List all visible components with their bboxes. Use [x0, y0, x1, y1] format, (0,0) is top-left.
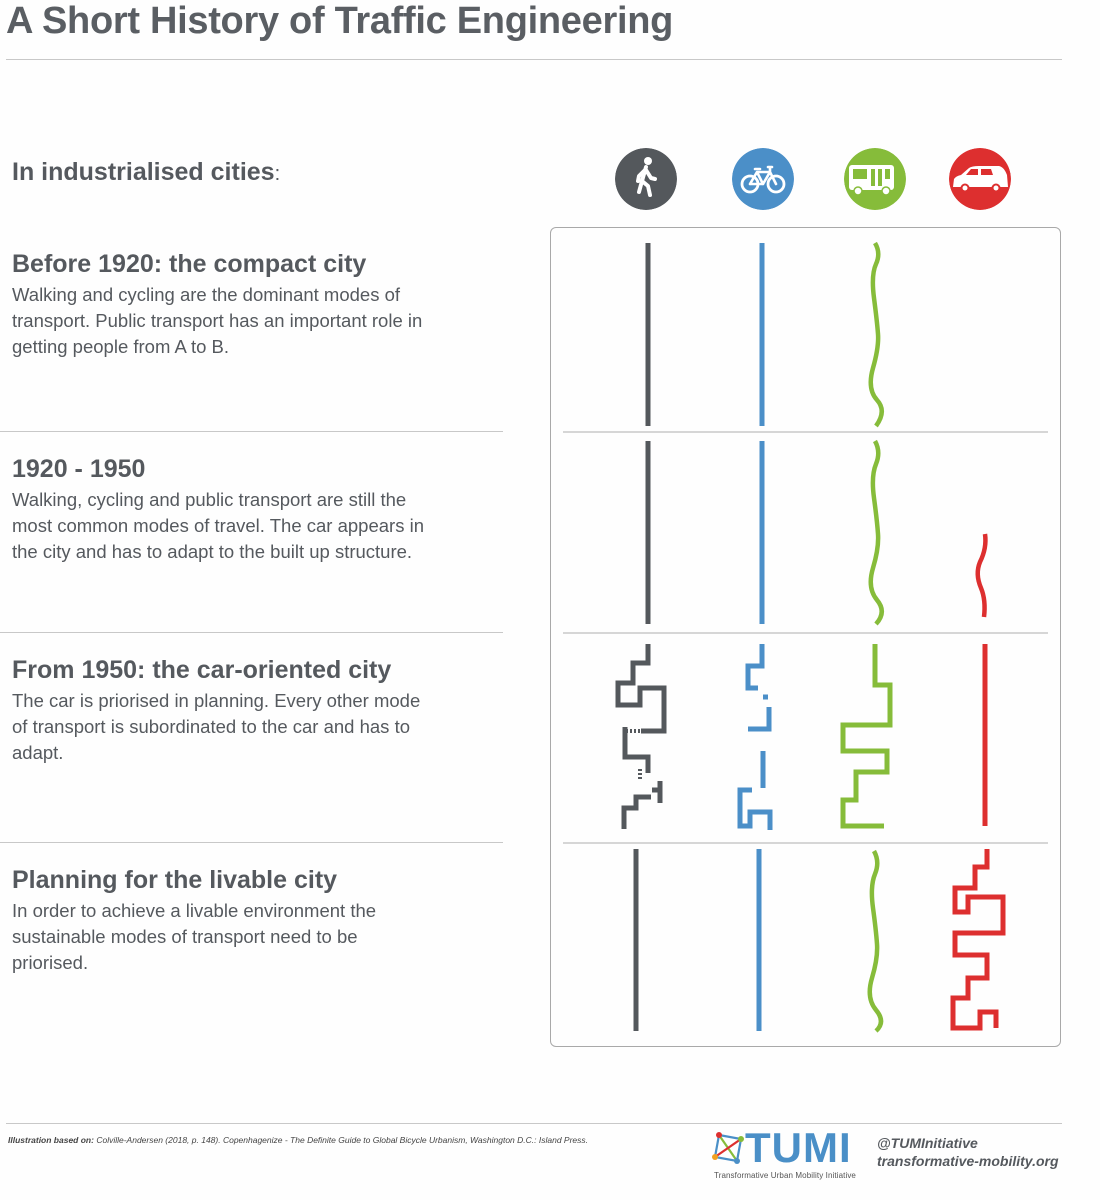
section-text: Walking and cycling are the dominant mod…	[12, 284, 423, 357]
subheading-text: In industrialised cities	[12, 158, 275, 186]
tumi-wordmark: TUMI	[745, 1124, 852, 1171]
cycling-path	[737, 644, 773, 830]
section-text: The car is priorised in planning. Every …	[12, 690, 421, 763]
section-from-1950: From 1950: the car-oriented city The car…	[12, 654, 452, 765]
subheading-colon: :	[274, 163, 281, 185]
diagram-panel	[550, 227, 1061, 1047]
car-path	[975, 533, 988, 618]
tumi-network-icon	[712, 1132, 744, 1164]
car-path	[950, 849, 1006, 1031]
source-citation: Illustration based on: Colville-Andersen…	[8, 1135, 588, 1145]
website-link[interactable]: transformative-mobility.org	[877, 1153, 1059, 1169]
subheading: In industrialised cities:	[12, 158, 280, 187]
footer-divider	[6, 1123, 1062, 1124]
section-heading: 1920 - 1950	[12, 455, 146, 483]
transit-path	[868, 439, 884, 626]
section-before-1920: Before 1920: the compact city Walking an…	[12, 248, 452, 359]
title-divider	[6, 59, 1062, 60]
walking-path	[615, 644, 667, 829]
contact-block: @TUMInitiative transformative-mobility.o…	[877, 1134, 1059, 1170]
social-handle-link[interactable]: @TUMInitiative	[877, 1135, 978, 1151]
section-text: In order to achieve a livable environmen…	[12, 900, 377, 973]
page-title: A Short History of Traffic Engineering	[6, 0, 674, 42]
pedestrian-icon	[615, 148, 677, 210]
section-1920-1950: 1920 - 1950 Walking, cycling and public …	[12, 453, 452, 564]
transit-path	[868, 241, 884, 428]
car-icon	[949, 148, 1011, 210]
walking-path-dashed	[626, 729, 662, 781]
source-text: Colville-Andersen (2018, p. 148). Copenh…	[96, 1135, 588, 1145]
section-livable-city: Planning for the livable city In order t…	[12, 864, 452, 975]
section-heading: Planning for the livable city	[12, 866, 338, 894]
tumi-full-name: Transformative Urban Mobility Initiative	[714, 1171, 856, 1180]
source-label: Illustration based on:	[8, 1135, 94, 1145]
section-divider	[0, 632, 503, 633]
transit-path	[867, 849, 884, 1033]
section-text: Walking, cycling and public transport ar…	[12, 489, 424, 562]
section-divider	[0, 431, 503, 432]
section-heading: From 1950: the car-oriented city	[12, 656, 392, 684]
bus-icon	[844, 148, 906, 210]
section-heading: Before 1920: the compact city	[12, 250, 367, 278]
section-divider	[0, 842, 503, 843]
bicycle-icon	[732, 148, 794, 210]
transit-path	[840, 644, 893, 829]
